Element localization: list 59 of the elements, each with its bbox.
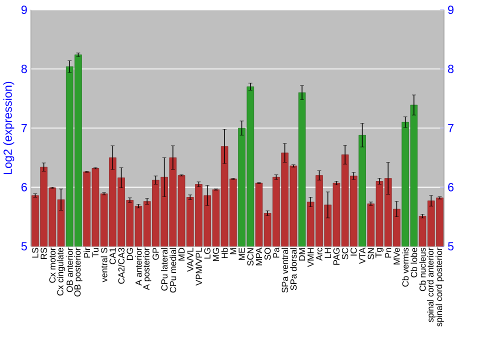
y-tick-label: 7	[22, 124, 27, 132]
x-tick-label: SN	[368, 248, 374, 260]
x-tick-label: CA1	[110, 248, 116, 264]
x-tick-label: DM	[299, 248, 306, 260]
x-tick-label: LG	[204, 248, 210, 258]
x-tick-label: Tg	[376, 248, 384, 258]
x-tick-label: Cb lobe	[410, 248, 418, 278]
x-tick-label: Tu	[92, 248, 99, 258]
x-tick-label: SCN	[247, 248, 254, 266]
x-tick-label: Cx motor	[49, 247, 56, 283]
y-tick-label: 9	[21, 5, 27, 14]
x-tick-label: Hb	[221, 248, 228, 258]
x-tick-label: SO	[264, 248, 271, 260]
x-tick-label: CPu lateral	[161, 248, 168, 290]
x-tick-label: ventral S	[100, 248, 108, 282]
x-tick-label: Cx cingulate	[56, 248, 66, 296]
x-tick-label: OB posterior	[74, 247, 82, 296]
x-tick-label: MD	[178, 248, 185, 260]
x-tick-label: MG	[212, 248, 220, 261]
x-tick-label: DG	[126, 248, 134, 260]
y2-tick-label: 8	[448, 64, 454, 73]
y-tick-label: 6	[22, 182, 27, 192]
x-tick-label: Pa	[273, 247, 280, 258]
x-tick-label: Cb vermis	[402, 248, 409, 286]
x-tick-label: OB anterior	[66, 247, 73, 292]
x-tick-label: SPa dorsal	[290, 248, 297, 290]
x-tick-label: VA/VL	[186, 248, 194, 272]
x-tick-label: MVe	[394, 248, 400, 264]
y-tick-label: 5	[21, 242, 27, 250]
x-tick-label: LH	[324, 248, 331, 258]
y2-tick-label: 9	[448, 5, 454, 14]
x-tick-label: GP	[152, 248, 159, 260]
x-tick-label: spinal cord anterior	[427, 247, 436, 322]
x-tick-label: SC	[342, 248, 348, 260]
x-tick-label: Pn	[385, 248, 392, 258]
x-tick-label: Pir	[84, 247, 90, 258]
y2-tick-label: 5	[448, 242, 454, 250]
y-axis-title: Log2 (expression)	[3, 82, 14, 174]
x-tick-label: LS	[32, 248, 38, 258]
x-tick-label: IC	[350, 248, 357, 256]
y2-tick-label: 7	[448, 124, 454, 132]
x-tick-label: M	[230, 248, 236, 254]
y-tick-label: 8	[21, 64, 27, 73]
x-tick-label: ME	[238, 248, 245, 260]
x-tick-label: A posterior	[142, 247, 152, 290]
x-tick-label: VPM/VPL	[196, 248, 202, 286]
x-tick-label: Arc	[316, 247, 322, 260]
x-tick-label: VMH	[308, 248, 314, 267]
x-tick-label: VTA	[359, 247, 366, 264]
x-tick-label: CPu medial	[170, 248, 176, 292]
y2-tick-label: 6	[448, 182, 454, 192]
x-tick-label: spinal cord posterior	[436, 247, 444, 326]
x-tick-label: CA2/CA3	[118, 248, 125, 284]
x-tick-label: RS	[40, 248, 47, 259]
x-tick-label: A anterior	[135, 247, 142, 286]
x-tick-label: Cb nucleus	[419, 248, 426, 291]
x-tick-label: MPA	[256, 247, 262, 265]
x-tick-label: PAG	[333, 248, 340, 264]
x-tick-label: SPa ventral	[282, 248, 288, 292]
